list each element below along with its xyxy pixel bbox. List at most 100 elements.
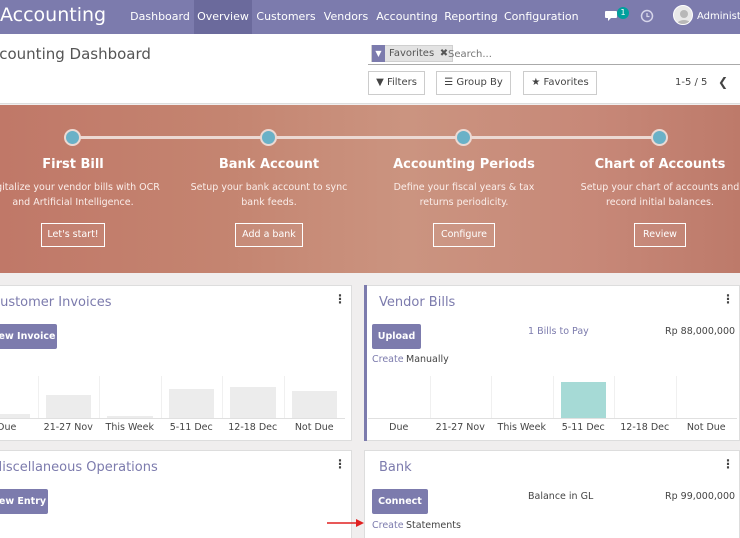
card-title-vendor-bills[interactable]: Vendor Bills — [379, 295, 456, 310]
customer-invoices-card: Customer Invoices ⋮ New Invoice Due 21-27… — [0, 285, 352, 441]
chart-bar[interactable] — [107, 416, 153, 418]
page-title: Accounting Dashboard — [0, 45, 151, 63]
new-invoice-button[interactable]: New Invoice — [0, 324, 57, 349]
bills-to-pay-link[interactable]: 1 Bills to Pay — [528, 326, 589, 337]
chart-bar[interactable] — [230, 387, 276, 418]
chart-column-separator — [160, 376, 162, 418]
list-icon: ☰ — [444, 77, 454, 88]
misc-operations-card: Miscellaneous Operations ⋮ New Entry — [0, 450, 352, 538]
new-entry-button[interactable]: New Entry — [0, 489, 48, 514]
card-title-bank[interactable]: Bank — [379, 460, 412, 475]
chart-column-separator — [491, 376, 492, 418]
lets-start-button[interactable]: Let's start! — [41, 223, 105, 247]
chat-count-badge: 1 — [617, 7, 629, 19]
menu-reporting[interactable]: Reporting — [444, 10, 498, 23]
chat-icon[interactable] — [605, 9, 621, 23]
group-by-button-label: Group By — [456, 77, 503, 88]
add-a-bank-button[interactable]: Add a bank — [235, 223, 303, 247]
remove-facet-icon[interactable]: ✖ — [439, 48, 449, 59]
chart-x-label: Not Due — [686, 422, 726, 433]
kebab-menu-icon[interactable]: ⋮ — [334, 457, 346, 471]
chevron-left-icon[interactable]: ❮ — [718, 75, 729, 89]
step-dot-chart-of-accounts — [651, 129, 668, 146]
filters-button[interactable]: ▼ Filters — [368, 71, 425, 95]
chart-x-label: 12-18 Dec — [228, 422, 278, 433]
review-button[interactable]: Review — [634, 223, 686, 247]
pager-value[interactable]: 1-5 / 5 — [675, 77, 708, 88]
search-facet: ▼ Favorites ✖ — [371, 45, 454, 62]
chart-column-separator — [283, 376, 285, 418]
upload-button[interactable]: Upload — [372, 324, 421, 349]
kebab-menu-icon[interactable]: ⋮ — [722, 292, 734, 306]
chart-column-separator — [614, 376, 615, 418]
step-title-accounting-periods: Accounting Periods — [393, 157, 535, 172]
chart-column-separator — [429, 376, 431, 418]
card-title-misc-operations[interactable]: Miscellaneous Operations — [0, 460, 158, 475]
card-title-customer-invoices[interactable]: Customer Invoices — [0, 295, 112, 310]
search-facet-label: Favorites — [389, 48, 435, 59]
kebab-menu-icon[interactable]: ⋮ — [722, 457, 734, 471]
menu-configuration[interactable]: Configuration — [504, 10, 579, 23]
step-desc-bank-account: Setup your bank account to sync bank fee… — [190, 182, 348, 208]
kebab-menu-icon[interactable]: ⋮ — [334, 292, 346, 306]
onboarding-progress-line — [72, 136, 660, 139]
chart-column-separator — [37, 376, 39, 418]
vendor-bills-chart[interactable]: Due 21-27 Nov This Week 5-11 Dec 12-18 Dec No… — [365, 376, 740, 436]
step-title-chart-of-accounts: Chart of Accounts — [594, 157, 726, 172]
search-bar: ▼ Favorites ✖ — [368, 43, 740, 65]
chart-x-label: This Week — [105, 422, 154, 433]
top-navbar: Accounting Dashboard Overview Customers … — [0, 0, 740, 34]
user-name[interactable]: Administrator — [697, 11, 740, 22]
vendor-bills-card: Vendor Bills ⋮ Upload 1 Bills to Pay Rp … — [364, 285, 740, 441]
step-title-bank-account: Bank Account — [218, 157, 320, 172]
search-input[interactable] — [448, 45, 728, 63]
chart-x-label: 21-27 Nov — [435, 422, 485, 433]
chart-x-label: Due — [0, 422, 17, 433]
step-dot-first-bill — [64, 129, 81, 146]
menu-overview[interactable]: Overview — [194, 0, 252, 34]
chart-bar[interactable] — [560, 382, 606, 418]
chart-column-separator — [222, 376, 223, 418]
chart-x-label: Due — [389, 422, 409, 433]
step-desc-accounting-periods: Define your fiscal years & tax returns p… — [393, 182, 535, 208]
create-link[interactable]: Create — [372, 354, 404, 365]
chart-baseline — [368, 418, 737, 419]
step-dot-accounting-periods — [455, 129, 472, 146]
step-desc-first-bill: Digitalize your vendor bills with OCR an… — [0, 182, 160, 208]
step-desc-chart-of-accounts: Setup your chart of accounts and record … — [580, 182, 740, 208]
menu-vendors[interactable]: Vendors — [323, 10, 369, 23]
group-by-button[interactable]: ☰ Group By — [436, 71, 511, 95]
chart-x-label: Not Due — [294, 422, 334, 433]
clock-icon[interactable] — [640, 9, 654, 23]
configure-button[interactable]: Configure — [433, 223, 495, 247]
favorites-button[interactable]: ★ Favorites — [523, 71, 597, 95]
chart-baseline — [0, 418, 345, 419]
chart-x-label: 5-11 Dec — [561, 422, 605, 433]
menu-customers[interactable]: Customers — [256, 10, 316, 23]
control-panel: Accounting Dashboard ▼ Favorites ✖ ▼ Fil… — [0, 34, 740, 104]
chart-x-label: 5-11 Dec — [169, 422, 213, 433]
chart-bar[interactable] — [0, 414, 30, 418]
menu-dashboard[interactable]: Dashboard — [130, 10, 190, 23]
filter-icon: ▼ — [372, 45, 385, 62]
step-dot-bank-account — [260, 129, 277, 146]
chart-x-label: 12-18 Dec — [620, 422, 670, 433]
favorites-button-label: Favorites — [543, 77, 589, 88]
chart-column-separator — [552, 376, 554, 418]
balance-in-gl-label: Balance in GL — [528, 491, 594, 502]
app-title[interactable]: Accounting — [0, 4, 107, 26]
filter-icon: ▼ — [376, 77, 384, 88]
create-statements-link[interactable]: Create — [372, 520, 404, 531]
annotation-arrow-icon — [327, 519, 364, 527]
avatar[interactable] — [673, 5, 693, 25]
chart-bar[interactable] — [168, 389, 214, 418]
bank-balance-amount: Rp 99,000,000 — [665, 491, 736, 502]
chart-bar[interactable] — [291, 391, 337, 418]
chart-column-separator — [99, 376, 100, 418]
menu-accounting[interactable]: Accounting — [376, 10, 438, 23]
connect-button[interactable]: Connect — [372, 489, 428, 514]
customer-invoices-chart[interactable]: Due 21-27 Nov This Week 5-11 Dec 12-18 Dec No… — [0, 376, 353, 436]
chart-column-separator — [675, 376, 677, 418]
card-accent-bar — [364, 285, 367, 441]
chart-bar[interactable] — [45, 395, 91, 418]
